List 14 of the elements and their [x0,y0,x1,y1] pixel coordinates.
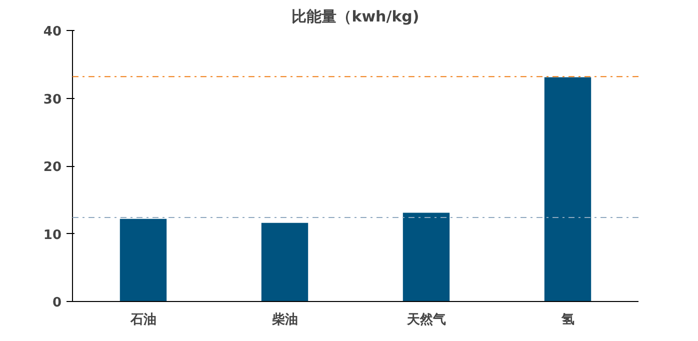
x-tick-label: 氢 [560,312,574,328]
bar [261,222,308,302]
y-tick-label: 30 [43,92,62,108]
y-tick-label: 0 [52,296,62,310]
x-tick-label: 天然气 [406,312,446,328]
chart-title: 比能量（kwh/kg) [292,8,420,26]
x-tick-label: 柴油 [270,312,298,328]
y-tick-label: 20 [43,160,62,175]
y-tick-label: 40 [43,24,62,40]
x-tick-label: 石油 [129,312,156,328]
bar [544,77,592,302]
bar [120,218,167,302]
y-tick-label: 10 [43,228,62,243]
bar [402,212,450,302]
